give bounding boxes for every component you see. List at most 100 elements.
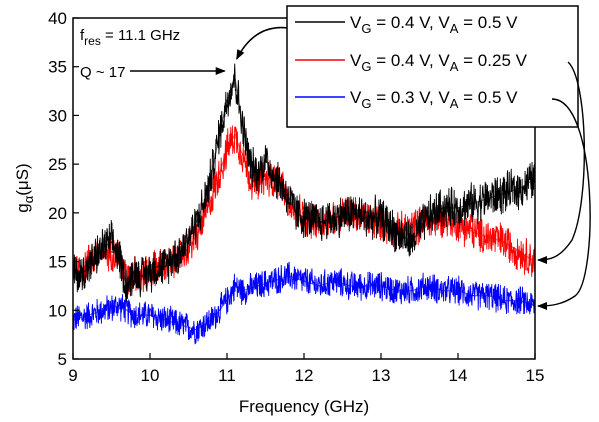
data-point [218, 309, 220, 311]
data-point [288, 275, 290, 277]
data-point [503, 192, 505, 194]
data-point [472, 295, 474, 297]
data-point [187, 236, 190, 238]
x-tick-label: 9 [68, 366, 77, 385]
data-point [157, 265, 159, 268]
series-2-trace [73, 261, 535, 345]
quality-factor-annotation: Q ~ 17 [80, 64, 125, 81]
data-point [303, 280, 305, 282]
legend-box [286, 5, 579, 128]
data-point [472, 231, 474, 233]
x-tick-label: 15 [526, 366, 545, 385]
resonance-frequency-annotation: fres = 11.1 GHz [80, 27, 180, 48]
data-point [180, 324, 182, 326]
data-point [211, 319, 213, 321]
data-point [365, 285, 367, 287]
data-point [264, 178, 267, 180]
data-point [203, 217, 205, 219]
data-point [164, 265, 166, 268]
data-point [110, 251, 113, 253]
data-point [257, 173, 259, 175]
y-tick-label: 15 [48, 253, 67, 272]
data-point [426, 285, 428, 287]
data-point [318, 222, 320, 224]
data-point [103, 309, 105, 311]
data-point [172, 256, 174, 258]
data-point [257, 285, 259, 287]
x-axis-ticks: 9 10 11 12 13 14 15 [68, 353, 544, 385]
data-point [349, 285, 351, 287]
data-point [411, 290, 413, 292]
data-point [519, 251, 521, 253]
data-point [95, 256, 97, 258]
legend-label: VG = 0.4 V, VA = 0.25 V [350, 51, 528, 74]
y-tick-label: 20 [48, 204, 67, 223]
legend-label: VG = 0.3 V, VA = 0.5 V [350, 88, 518, 111]
data-point [365, 217, 367, 219]
data-point [218, 173, 220, 175]
y-tick-label: 35 [48, 58, 67, 77]
data-point [249, 178, 251, 180]
data-point [457, 207, 459, 209]
series-2-group [73, 261, 535, 345]
data-point [334, 217, 336, 219]
data-point [226, 100, 228, 102]
data-point [380, 285, 382, 287]
data-point [519, 299, 521, 302]
data-point [295, 212, 297, 214]
data-point [519, 187, 521, 190]
data-point [211, 197, 213, 199]
data-point [488, 295, 490, 297]
y-axis-ticks: 5 10 15 20 25 30 35 40 [48, 9, 79, 369]
data-point [488, 197, 490, 199]
data-point [164, 319, 166, 321]
data-point [442, 207, 444, 209]
data-point [234, 285, 236, 287]
data-point [87, 265, 89, 268]
data-point [457, 290, 459, 292]
data-point [149, 270, 151, 272]
data-point [280, 183, 282, 185]
data-point [226, 299, 228, 302]
data-point [380, 217, 382, 219]
x-tick-label: 14 [449, 366, 468, 385]
data-point [211, 173, 213, 175]
x-tick-label: 12 [295, 366, 314, 385]
data-point [264, 158, 267, 160]
series-0-group [73, 63, 535, 302]
series-0-trace [73, 63, 535, 302]
x-axis-label: Frequency (GHz) [239, 397, 369, 416]
y-tick-label: 5 [58, 350, 67, 369]
legend-label: VG = 0.4 V, VA = 0.5 V [350, 13, 518, 36]
data-point [488, 236, 490, 238]
data-point [272, 280, 274, 282]
data-point [126, 285, 128, 287]
y-tick-label: 25 [48, 155, 67, 174]
x-tick-label: 13 [372, 366, 391, 385]
data-point [103, 246, 105, 248]
data-point [180, 251, 182, 253]
series-0-line [73, 76, 535, 288]
data-point [118, 304, 120, 307]
data-point [411, 241, 413, 243]
red-series-link-arrow [537, 61, 585, 264]
peak-arrow [235, 26, 289, 60]
y-tick-label: 40 [48, 9, 67, 28]
data-point [472, 202, 474, 204]
data-point [234, 75, 236, 78]
data-point [118, 256, 120, 258]
data-point [203, 202, 205, 204]
data-point [426, 217, 428, 219]
data-point [234, 134, 236, 136]
y-axis-label: gα(μS) [13, 163, 36, 212]
data-point [134, 270, 136, 272]
data-point [141, 275, 143, 277]
blue-series-link-arrow [537, 98, 591, 310]
data-point [249, 163, 251, 165]
data-point [318, 285, 320, 287]
data-point [503, 241, 505, 243]
y-tick-label: 30 [48, 106, 67, 125]
data-point [134, 314, 136, 316]
data-point [288, 197, 290, 199]
